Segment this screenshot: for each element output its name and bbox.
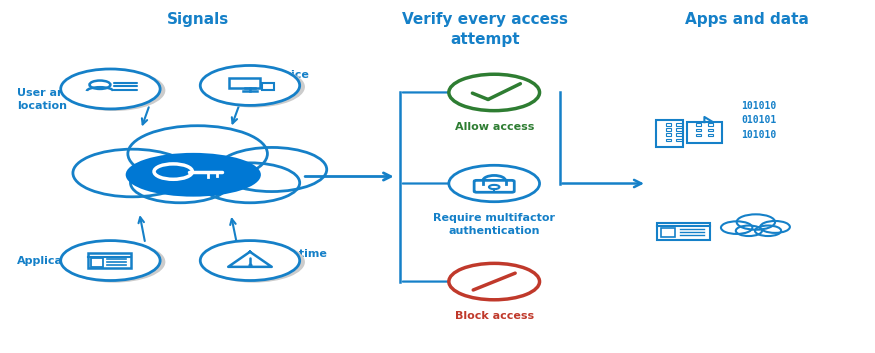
Circle shape: [449, 263, 540, 300]
Text: Signals: Signals: [166, 12, 228, 27]
Circle shape: [202, 241, 304, 283]
Text: Real-time
risk: Real-time risk: [268, 249, 327, 272]
Circle shape: [200, 163, 300, 203]
Ellipse shape: [71, 149, 332, 198]
Circle shape: [62, 70, 165, 111]
Circle shape: [128, 126, 268, 182]
Circle shape: [449, 74, 540, 110]
Text: Allow access: Allow access: [454, 122, 534, 132]
Circle shape: [60, 69, 160, 109]
Text: Block access: Block access: [455, 311, 534, 321]
Ellipse shape: [721, 221, 791, 233]
Circle shape: [200, 65, 300, 106]
Circle shape: [62, 241, 165, 283]
Text: Application: Application: [18, 256, 88, 265]
Text: 101010
010101
101010: 101010 010101 101010: [741, 101, 776, 140]
Text: Require multifactor
authentication: Require multifactor authentication: [433, 213, 556, 237]
Text: User and
location: User and location: [18, 88, 73, 111]
Circle shape: [202, 66, 304, 108]
Circle shape: [130, 163, 230, 203]
Text: Device: Device: [268, 70, 309, 80]
Text: Apps and data: Apps and data: [685, 12, 809, 27]
Circle shape: [217, 148, 326, 192]
Text: Verify every access
attempt: Verify every access attempt: [402, 12, 569, 47]
Circle shape: [200, 241, 300, 281]
Circle shape: [449, 165, 540, 202]
Circle shape: [73, 149, 192, 197]
Circle shape: [60, 241, 160, 281]
Ellipse shape: [126, 153, 261, 197]
